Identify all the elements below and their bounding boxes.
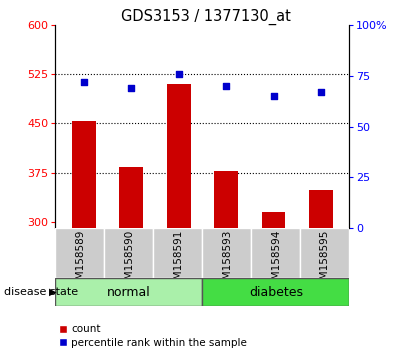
Bar	[55, 278, 202, 306]
Text: GSM158593: GSM158593	[222, 230, 232, 293]
Text: diabetes: diabetes	[249, 286, 303, 298]
Bar	[104, 228, 153, 278]
Bar	[252, 228, 300, 278]
Bar	[202, 278, 349, 306]
Text: GSM158595: GSM158595	[320, 230, 330, 293]
Point	[175, 71, 182, 76]
Point	[270, 93, 277, 99]
Bar	[214, 171, 238, 228]
Bar	[153, 228, 202, 278]
Text: GSM158594: GSM158594	[271, 230, 281, 293]
Text: disease state: disease state	[4, 287, 78, 297]
Bar	[72, 121, 96, 228]
Point	[223, 83, 229, 89]
Bar	[120, 167, 143, 228]
Point	[128, 85, 135, 91]
Bar	[167, 84, 191, 228]
Bar	[202, 228, 252, 278]
Text: GDS3153 / 1377130_at: GDS3153 / 1377130_at	[120, 9, 291, 25]
Bar	[300, 228, 349, 278]
Text: normal: normal	[107, 286, 151, 298]
Legend: count, percentile rank within the sample: count, percentile rank within the sample	[55, 320, 251, 352]
Point	[81, 79, 87, 85]
Bar	[262, 212, 285, 228]
Text: GSM158589: GSM158589	[75, 230, 85, 293]
Bar	[309, 190, 333, 228]
Point	[318, 89, 324, 95]
Text: GSM158590: GSM158590	[124, 230, 134, 293]
Text: ▶: ▶	[48, 287, 56, 297]
Text: GSM158591: GSM158591	[173, 230, 183, 293]
Bar	[55, 228, 104, 278]
